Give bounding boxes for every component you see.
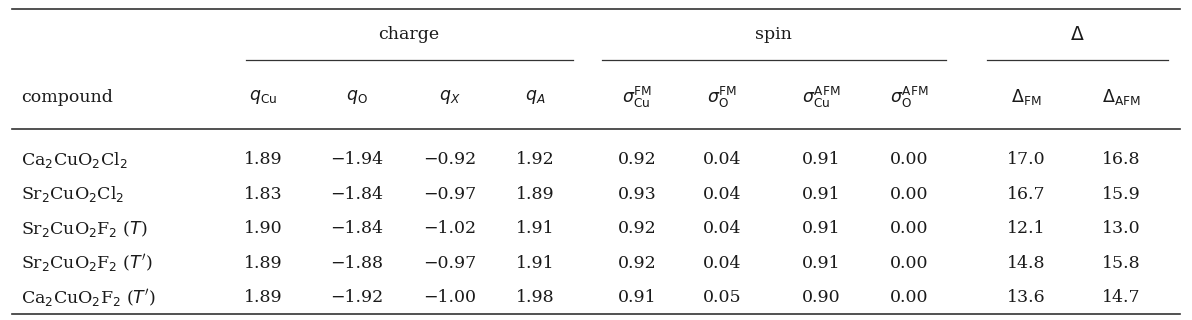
Text: 1.91: 1.91 [516, 220, 554, 237]
Text: 16.8: 16.8 [1103, 151, 1141, 169]
Text: −0.97: −0.97 [423, 186, 477, 203]
Text: −1.94: −1.94 [330, 151, 383, 169]
Text: 0.92: 0.92 [617, 220, 657, 237]
Text: Sr$_2$CuO$_2$Cl$_2$: Sr$_2$CuO$_2$Cl$_2$ [21, 185, 124, 204]
Text: 1.83: 1.83 [243, 186, 283, 203]
Text: −1.88: −1.88 [330, 255, 383, 272]
Text: $\Delta$: $\Delta$ [1070, 26, 1085, 44]
Text: 1.98: 1.98 [516, 290, 554, 307]
Text: charge: charge [379, 26, 440, 43]
Text: 1.91: 1.91 [516, 255, 554, 272]
Text: $q_{A}$: $q_{A}$ [524, 88, 546, 106]
Text: 0.00: 0.00 [889, 186, 929, 203]
Text: $\sigma_{\mathrm{O}}^{\mathrm{AFM}}$: $\sigma_{\mathrm{O}}^{\mathrm{AFM}}$ [889, 85, 929, 110]
Text: 0.90: 0.90 [802, 290, 840, 307]
Text: $\sigma_{\mathrm{Cu}}^{\mathrm{FM}}$: $\sigma_{\mathrm{Cu}}^{\mathrm{FM}}$ [622, 85, 652, 110]
Text: 0.04: 0.04 [703, 186, 741, 203]
Text: 15.9: 15.9 [1103, 186, 1141, 203]
Text: 0.92: 0.92 [617, 255, 657, 272]
Text: 17.0: 17.0 [1006, 151, 1045, 169]
Text: compound: compound [21, 89, 113, 106]
Text: 12.1: 12.1 [1006, 220, 1045, 237]
Text: $\Delta_{\mathrm{FM}}$: $\Delta_{\mathrm{FM}}$ [1011, 87, 1041, 107]
Text: $\sigma_{\mathrm{O}}^{\mathrm{FM}}$: $\sigma_{\mathrm{O}}^{\mathrm{FM}}$ [707, 85, 738, 110]
Text: −1.02: −1.02 [423, 220, 477, 237]
Text: 0.04: 0.04 [703, 151, 741, 169]
Text: 0.05: 0.05 [703, 290, 741, 307]
Text: Sr$_2$CuO$_2$F$_2$ ($T'$): Sr$_2$CuO$_2$F$_2$ ($T'$) [21, 252, 153, 275]
Text: Ca$_2$CuO$_2$F$_2$ ($T'$): Ca$_2$CuO$_2$F$_2$ ($T'$) [21, 287, 156, 309]
Text: 0.04: 0.04 [703, 255, 741, 272]
Text: $\sigma_{\mathrm{Cu}}^{\mathrm{AFM}}$: $\sigma_{\mathrm{Cu}}^{\mathrm{AFM}}$ [802, 85, 840, 110]
Text: 0.92: 0.92 [617, 151, 657, 169]
Text: 13.6: 13.6 [1006, 290, 1045, 307]
Text: $\Delta_{\mathrm{AFM}}$: $\Delta_{\mathrm{AFM}}$ [1103, 87, 1141, 107]
Text: 1.89: 1.89 [243, 255, 283, 272]
Text: Sr$_2$CuO$_2$F$_2$ ($T$): Sr$_2$CuO$_2$F$_2$ ($T$) [21, 219, 148, 239]
Text: 14.7: 14.7 [1103, 290, 1141, 307]
Text: 1.92: 1.92 [516, 151, 554, 169]
Text: 15.8: 15.8 [1103, 255, 1141, 272]
Text: 1.89: 1.89 [243, 290, 283, 307]
Text: 0.93: 0.93 [617, 186, 657, 203]
Text: −1.84: −1.84 [330, 220, 383, 237]
Text: 0.00: 0.00 [889, 290, 929, 307]
Text: 0.91: 0.91 [802, 220, 840, 237]
Text: 1.89: 1.89 [243, 151, 283, 169]
Text: 0.91: 0.91 [617, 290, 657, 307]
Text: 14.8: 14.8 [1006, 255, 1045, 272]
Text: 1.90: 1.90 [243, 220, 283, 237]
Text: 16.7: 16.7 [1006, 186, 1045, 203]
Text: 0.91: 0.91 [802, 186, 840, 203]
Text: −1.00: −1.00 [423, 290, 477, 307]
Text: 0.04: 0.04 [703, 220, 741, 237]
Text: 0.91: 0.91 [802, 151, 840, 169]
Text: −1.92: −1.92 [330, 290, 383, 307]
Text: −0.97: −0.97 [423, 255, 477, 272]
Text: $q_{\mathrm{Cu}}$: $q_{\mathrm{Cu}}$ [249, 88, 278, 106]
Text: 0.00: 0.00 [889, 220, 929, 237]
Text: $q_{\mathrm{O}}$: $q_{\mathrm{O}}$ [346, 88, 367, 106]
Text: −0.92: −0.92 [423, 151, 477, 169]
Text: 1.89: 1.89 [516, 186, 554, 203]
Text: 0.91: 0.91 [802, 255, 840, 272]
Text: 13.0: 13.0 [1103, 220, 1141, 237]
Text: 0.00: 0.00 [889, 255, 929, 272]
Text: spin: spin [755, 26, 791, 43]
Text: 0.00: 0.00 [889, 151, 929, 169]
Text: $q_{X}$: $q_{X}$ [439, 88, 461, 106]
Text: Ca$_2$CuO$_2$Cl$_2$: Ca$_2$CuO$_2$Cl$_2$ [21, 150, 128, 170]
Text: −1.84: −1.84 [330, 186, 383, 203]
